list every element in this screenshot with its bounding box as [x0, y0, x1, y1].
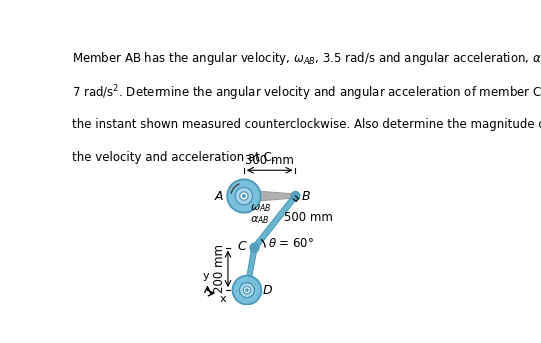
Text: D: D — [263, 284, 273, 297]
Circle shape — [243, 286, 250, 294]
Circle shape — [240, 283, 254, 298]
Text: $\omega_{AB}$: $\omega_{AB}$ — [250, 202, 272, 214]
Circle shape — [295, 196, 296, 197]
Circle shape — [246, 289, 248, 292]
Text: 200 mm: 200 mm — [214, 244, 227, 293]
Polygon shape — [244, 190, 295, 202]
Polygon shape — [245, 247, 257, 291]
Circle shape — [235, 187, 253, 205]
Text: $\alpha_{AB}$: $\alpha_{AB}$ — [250, 214, 269, 226]
Text: 300 mm: 300 mm — [245, 154, 294, 167]
Text: 500 mm: 500 mm — [284, 211, 333, 224]
Text: 7 rad/s$^2$. Determine the angular velocity and angular acceleration of member C: 7 rad/s$^2$. Determine the angular veloc… — [72, 84, 541, 104]
Circle shape — [227, 179, 261, 213]
Circle shape — [240, 192, 248, 200]
Circle shape — [242, 194, 246, 198]
Text: the instant shown measured counterclockwise. Also determine the magnitude of: the instant shown measured counterclockw… — [72, 118, 541, 131]
Circle shape — [254, 247, 255, 248]
Circle shape — [250, 244, 259, 252]
Text: B: B — [302, 190, 311, 202]
Circle shape — [252, 245, 257, 250]
Circle shape — [291, 192, 300, 200]
Text: Member AB has the angular velocity, $\omega_{AB}$, 3.5 rad/s and angular acceler: Member AB has the angular velocity, $\om… — [72, 50, 541, 67]
Circle shape — [294, 195, 296, 197]
Circle shape — [293, 194, 298, 198]
Text: $\theta$ = 60°: $\theta$ = 60° — [268, 237, 314, 250]
Polygon shape — [252, 194, 298, 249]
Text: A: A — [215, 190, 223, 202]
Text: y: y — [203, 271, 209, 281]
Text: the velocity and acceleration at C.: the velocity and acceleration at C. — [72, 151, 275, 164]
Circle shape — [233, 276, 261, 305]
Text: C: C — [237, 240, 247, 252]
Circle shape — [253, 247, 255, 249]
Text: x: x — [220, 294, 226, 304]
